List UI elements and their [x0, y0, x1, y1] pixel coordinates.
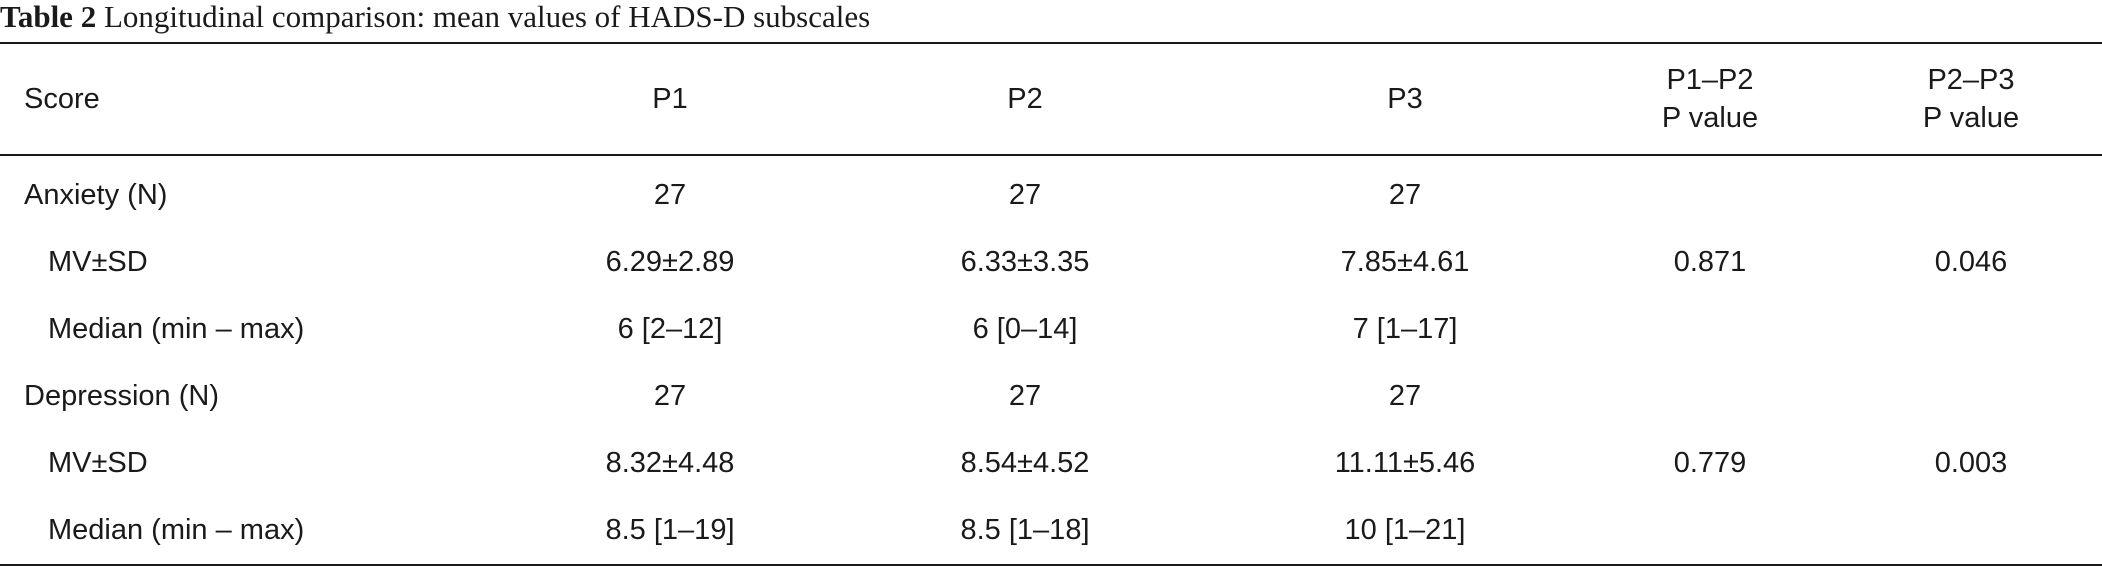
cell-p3: 27 [1388, 179, 1422, 211]
cell-p2-p3 [1840, 155, 2102, 229]
table-row: MV±SD 8.32±4.48 8.54±4.52 11.11±5.46 0.7… [0, 430, 2102, 497]
cell-p1: 27 [653, 179, 687, 211]
header-p1-p2-line2: P value [1661, 102, 1759, 134]
row-label: Depression (N) [24, 380, 219, 412]
header-p2-p3-line1: P2–P3 [1927, 64, 2015, 96]
cell-p2-p3 [1840, 296, 2102, 363]
table-row: Median (min – max) 8.5 [1–19] 8.5 [1–18]… [0, 497, 2102, 565]
table-body: Anxiety (N) 27 27 27 MV±SD 6.29±2.89 6.3… [0, 155, 2102, 565]
row-label: Anxiety (N) [24, 179, 168, 211]
cell-p2-p3: 0.046 [1934, 246, 2008, 278]
header-p2-p3-line2: P value [1922, 102, 2020, 134]
row-label: Median (min – max) [48, 514, 305, 546]
table-row: Anxiety (N) 27 27 27 [0, 155, 2102, 229]
cell-p1: 8.32±4.48 [605, 447, 735, 479]
table-caption: Table 2 Longitudinal comparison: mean va… [0, 0, 870, 40]
cell-p2: 6.33±3.35 [960, 246, 1090, 278]
cell-p1: 8.5 [1–19] [605, 514, 735, 546]
data-table: Score P1 P2 P3 P1–P2 P value P2–P3 P val… [0, 42, 2102, 566]
table-header: Score P1 P2 P3 P1–P2 P value P2–P3 P val… [0, 43, 2102, 155]
header-p1-p2-line1: P1–P2 [1666, 64, 1754, 96]
cell-p2-p3 [1840, 497, 2102, 565]
cell-p1: 6 [2–12] [617, 313, 723, 345]
table-row: Median (min – max) 6 [2–12] 6 [0–14] 7 [… [0, 296, 2102, 363]
cell-p3: 27 [1388, 380, 1422, 412]
cell-p1-p2 [1580, 497, 1840, 565]
table-row: MV±SD 6.29±2.89 6.33±3.35 7.85±4.61 0.87… [0, 229, 2102, 296]
cell-p2-p3: 0.003 [1934, 447, 2008, 479]
cell-p3: 10 [1–21] [1344, 514, 1466, 546]
header-p3: P3 [1387, 83, 1423, 115]
header-p2-p3-pvalue: P2–P3 P value [1840, 43, 2102, 155]
cell-p1: 27 [653, 380, 687, 412]
cell-p1-p2 [1580, 296, 1840, 363]
table-row: Depression (N) 27 27 27 [0, 363, 2102, 430]
cell-p2: 27 [1008, 380, 1042, 412]
header-score: Score [24, 83, 100, 115]
row-label: MV±SD [48, 246, 148, 278]
header-p2: P2 [1007, 83, 1043, 115]
cell-p1-p2: 0.871 [1673, 246, 1747, 278]
cell-p2: 6 [0–14] [972, 313, 1078, 345]
table-caption-text: Longitudinal comparison: mean values of … [96, 0, 871, 34]
cell-p3: 11.11±5.46 [1334, 447, 1476, 479]
row-label: MV±SD [48, 447, 148, 479]
cell-p3: 7 [1–17] [1352, 313, 1458, 345]
cell-p1: 6.29±2.89 [605, 246, 735, 278]
header-row: Score P1 P2 P3 P1–P2 P value P2–P3 P val… [0, 43, 2102, 155]
cell-p2: 27 [1008, 179, 1042, 211]
cell-p1-p2 [1580, 155, 1840, 229]
cell-p1-p2 [1580, 363, 1840, 430]
cell-p2-p3 [1840, 363, 2102, 430]
cell-p1-p2: 0.779 [1673, 447, 1747, 479]
cell-p3: 7.85±4.61 [1340, 246, 1470, 278]
cell-p2: 8.54±4.52 [960, 447, 1090, 479]
cell-p2: 8.5 [1–18] [960, 514, 1090, 546]
table-caption-label: Table 2 [0, 0, 97, 34]
header-p1-p2-pvalue: P1–P2 P value [1580, 43, 1840, 155]
row-label: Median (min – max) [48, 313, 305, 345]
header-p1: P1 [652, 83, 688, 115]
